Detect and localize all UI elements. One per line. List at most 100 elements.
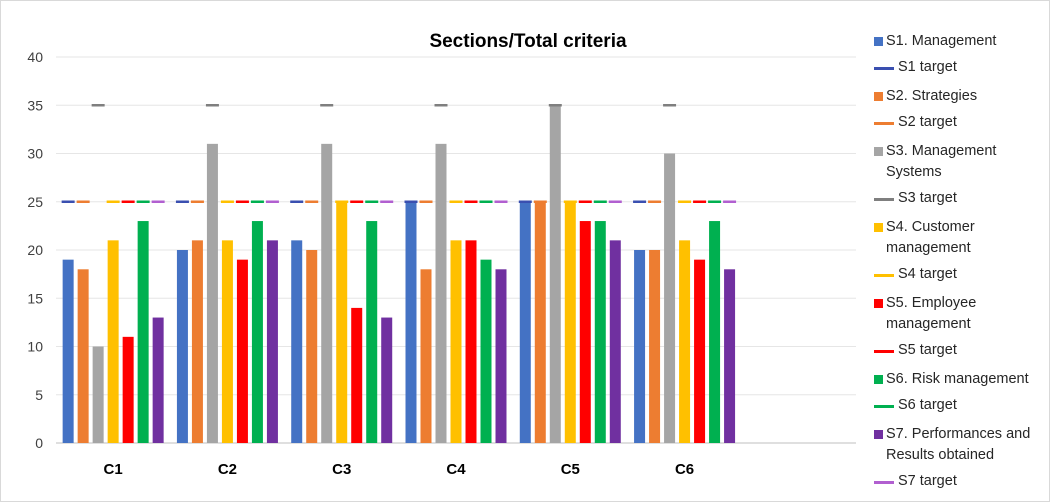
bar-s1-c2 (176, 250, 188, 443)
legend-label: S7. Performances and Results obtained (886, 426, 1031, 463)
legend-label: S2 target (898, 114, 957, 130)
legend-label: S4 target (898, 266, 957, 282)
bar-s1-c3 (291, 240, 303, 443)
legend-target-item: S3 target (871, 188, 1049, 209)
legend: S1. Management S1 target S2. Strategies S2 … (871, 31, 1049, 500)
bar-s5-c2 (236, 259, 248, 443)
bar-s2-c5 (534, 201, 546, 443)
bar-s6-c6 (709, 221, 721, 443)
legend-label: S1 target (898, 59, 957, 75)
bar-s5-c3 (351, 307, 363, 443)
bar-s1-c6 (634, 250, 646, 443)
bar-s3-c4 (435, 143, 447, 443)
y-tick-label: 25 (27, 194, 43, 210)
x-tick-label: C6 (675, 461, 694, 478)
bar-s4-c4 (450, 240, 462, 443)
legend-swatch (874, 375, 883, 384)
bar-s6-c3 (366, 221, 378, 443)
bar-s2-c1 (77, 269, 89, 443)
legend-swatch (874, 223, 883, 232)
bar-s5-c1 (122, 336, 134, 443)
bar-s7-c1 (152, 317, 164, 443)
bar-s5-c4 (465, 240, 477, 443)
x-tick-label: C3 (332, 461, 351, 478)
legend-line-swatch (874, 350, 894, 353)
legend-label: S5 target (898, 342, 957, 358)
legend-swatch (874, 430, 883, 439)
x-tick-label: C5 (561, 461, 580, 478)
legend-swatch (874, 147, 883, 156)
x-tick-label: C2 (218, 461, 237, 478)
legend-line-swatch (874, 405, 894, 408)
bar-s5-c5 (579, 221, 591, 443)
bar-s2-c3 (306, 250, 318, 443)
legend-label: S2. Strategies (886, 88, 978, 104)
bar-s7-c2 (266, 240, 278, 443)
legend-target-item: S7 target (871, 471, 1049, 492)
bars (62, 105, 736, 443)
bar-s1-c1 (62, 259, 74, 443)
legend-label: S6 target (898, 397, 957, 413)
legend-swatch (874, 37, 883, 46)
legend-line-swatch (874, 122, 894, 125)
y-tick-label: 10 (27, 339, 43, 355)
y-tick-label: 0 (35, 435, 43, 451)
bar-s2-c6 (649, 250, 661, 443)
x-tick-label: C4 (446, 461, 466, 478)
bar-s6-c2 (251, 221, 263, 443)
bar-s4-c2 (221, 240, 233, 443)
bar-s3-c5 (549, 105, 561, 443)
legend-target-item: S5 target (871, 340, 1049, 361)
legend-item: S2. Strategies (871, 86, 1049, 107)
bar-s3-c6 (664, 153, 676, 443)
legend-line-swatch (874, 67, 894, 70)
bar-s3-c3 (321, 143, 333, 443)
bar-s1-c4 (405, 201, 417, 443)
legend-label: S3 target (898, 190, 957, 206)
legend-line-swatch (874, 198, 894, 201)
legend-swatch (874, 299, 883, 308)
legend-item: S3. Management Systems (871, 141, 1049, 183)
bar-s7-c4 (495, 269, 507, 443)
bar-s2-c4 (420, 269, 432, 443)
x-axis: C1 C2 C3 C4 C5 C6 (104, 461, 695, 478)
legend-label: S4. Customer management (886, 219, 975, 256)
legend-label: S7 target (898, 473, 957, 489)
bar-s2-c2 (191, 240, 203, 443)
bar-s5-c6 (694, 259, 706, 443)
legend-item: S4. Customer management (871, 217, 1049, 259)
y-tick-label: 5 (35, 387, 43, 403)
legend-label: S1. Management (886, 33, 997, 49)
bar-s3-c1 (92, 346, 104, 443)
legend-line-swatch (874, 274, 894, 277)
bar-s4-c1 (107, 240, 119, 443)
legend-target-item: S1 target (871, 57, 1049, 78)
legend-line-swatch (874, 481, 894, 484)
bar-s6-c4 (480, 259, 492, 443)
legend-label: S6. Risk management (886, 371, 1029, 387)
legend-item: S6. Risk management (871, 369, 1049, 390)
y-tick-label: 35 (27, 97, 43, 113)
legend-label: S5. Employee management (886, 295, 977, 332)
y-tick-label: 30 (27, 146, 43, 162)
target-lines (61, 104, 737, 203)
legend-label: S3. Management Systems (886, 143, 997, 180)
bar-s6-c1 (137, 221, 149, 443)
y-tick-label: 20 (27, 242, 43, 258)
legend-item: S1. Management (871, 31, 1049, 52)
bar-s3-c2 (206, 143, 218, 443)
legend-target-item: S4 target (871, 264, 1049, 285)
legend-swatch (874, 92, 883, 101)
bar-s4-c6 (679, 240, 691, 443)
legend-item: S5. Employee management (871, 293, 1049, 335)
bar-s7-c6 (724, 269, 736, 443)
y-axis: 0 5 10 15 20 25 30 35 40 (27, 49, 43, 451)
bar-s7-c5 (609, 240, 621, 443)
bar-s4-c5 (564, 201, 576, 443)
y-tick-label: 40 (27, 49, 43, 65)
bar-s6-c5 (594, 221, 606, 443)
bar-s1-c5 (519, 201, 531, 443)
x-tick-label: C1 (104, 461, 123, 478)
